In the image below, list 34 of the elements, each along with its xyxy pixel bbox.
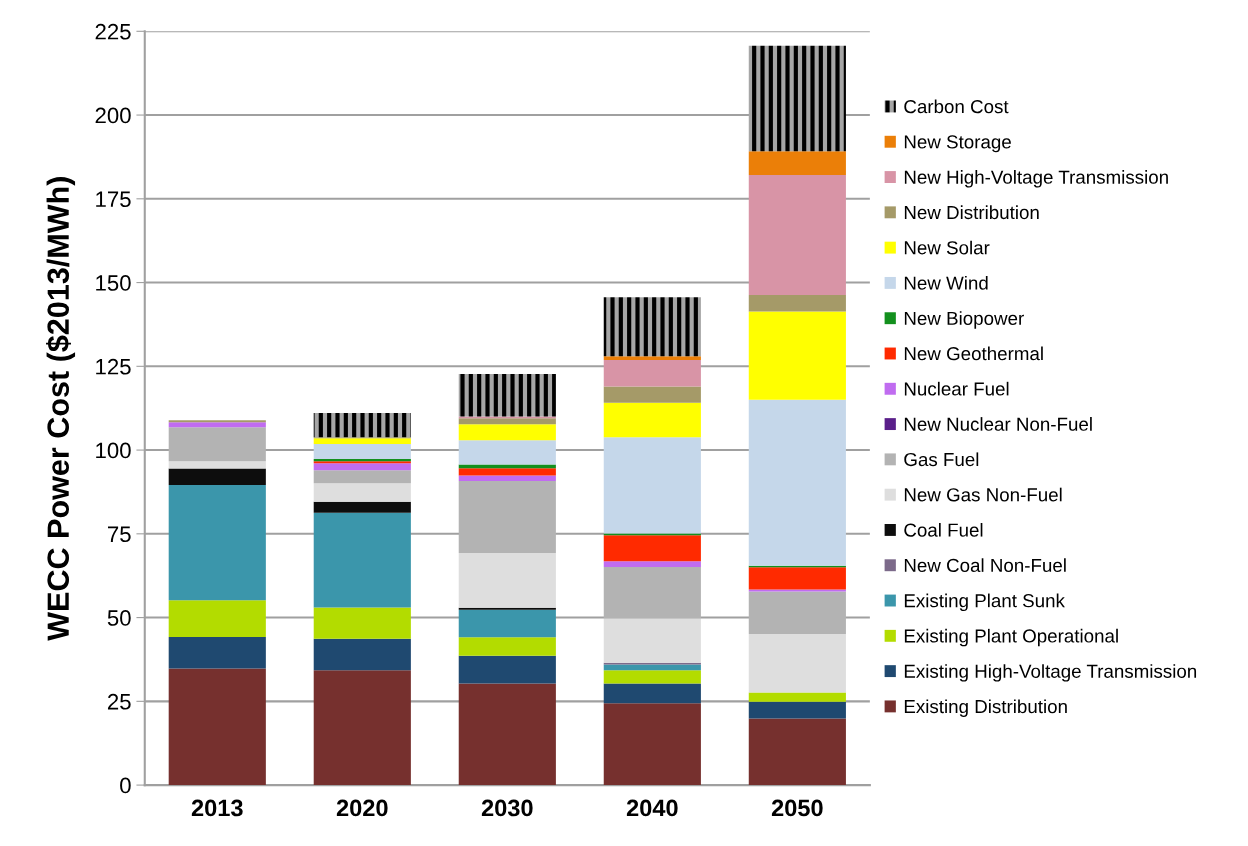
- y-tick-label: 25: [107, 693, 131, 710]
- y-tick-label: 225: [95, 23, 131, 40]
- legend-label: New Nuclear Non-Fuel: [904, 417, 1092, 431]
- y-tick-label: 100: [96, 442, 131, 459]
- legend-label: New Gas Non-Fuel: [904, 487, 1062, 502]
- legend-label: New Biopower: [904, 311, 1024, 329]
- legend-label: Existing High-Voltage Transmission: [904, 664, 1197, 682]
- x-tick-label: 2020: [336, 799, 388, 817]
- y-axis-title: WECC Power Cost ($2013/MWh): [46, 177, 76, 641]
- legend-label: Carbon Cost: [904, 99, 1009, 114]
- y-tick-label: 0: [120, 777, 131, 794]
- legend-label: New Solar: [904, 240, 990, 255]
- x-tick-label: 2013: [191, 799, 243, 817]
- y-tick-label: 125: [96, 358, 131, 375]
- y-tick-label: 150: [96, 275, 131, 291]
- legend-label: Gas Fuel: [904, 452, 979, 467]
- legend-label: Existing Plant Operational: [904, 628, 1118, 647]
- legend-label: Nuclear Fuel: [904, 381, 1009, 396]
- y-tick-label: 75: [108, 526, 131, 543]
- x-tick-label: 2050: [771, 799, 823, 817]
- x-tick-label: 2040: [626, 799, 678, 817]
- y-tick-label: 175: [96, 191, 131, 208]
- legend-label: New High-Voltage Transmission: [904, 170, 1168, 188]
- legend-label: New Distribution: [904, 205, 1039, 220]
- y-tick-label: 50: [107, 610, 131, 626]
- legend-label: Existing Distribution: [904, 699, 1067, 717]
- legend-label: Coal Fuel: [904, 522, 983, 537]
- legend-label: New Coal Non-Fuel: [904, 558, 1066, 573]
- x-tick-label: 2030: [481, 799, 533, 817]
- legend-label: Existing Plant Sunk: [904, 593, 1065, 612]
- legend-label: New Wind: [904, 275, 988, 290]
- y-tick-label: 200: [95, 107, 131, 124]
- legend-label: New Storage: [904, 135, 1011, 153]
- legend-label: New Geothermal: [904, 346, 1043, 361]
